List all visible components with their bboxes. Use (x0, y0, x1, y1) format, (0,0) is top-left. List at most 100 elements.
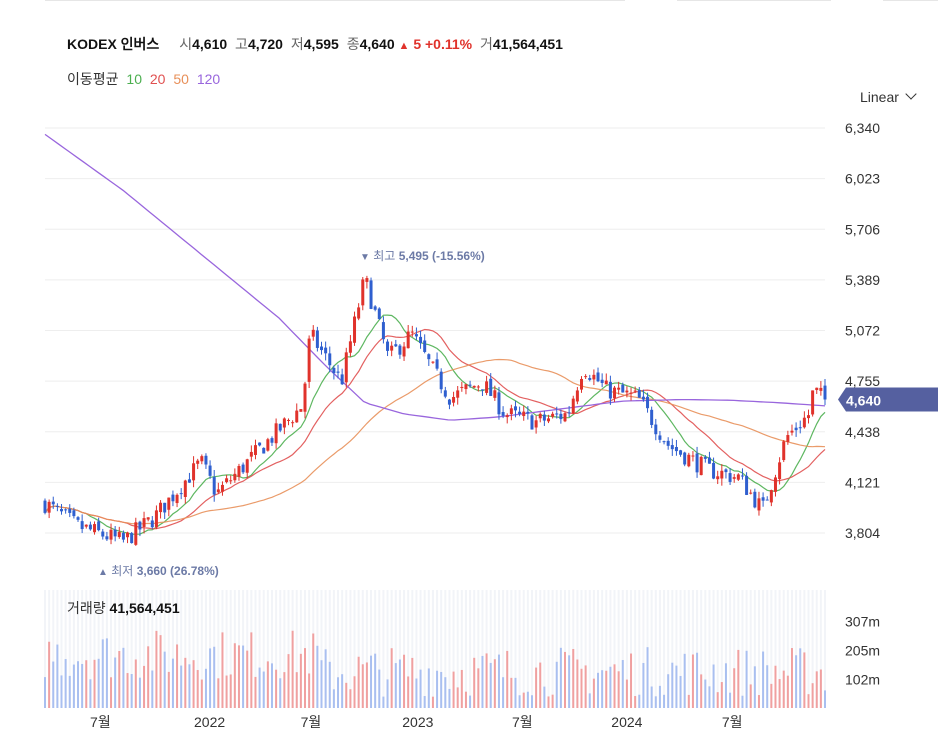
candle-body (716, 476, 720, 480)
candle (328, 346, 332, 373)
candle-body (253, 445, 257, 455)
candle (406, 325, 410, 349)
candle (497, 386, 501, 420)
candle (245, 458, 249, 479)
candle-body (571, 398, 575, 414)
candle-body (621, 384, 625, 393)
price-tick-label: 3,804 (845, 525, 880, 541)
ma-50-label: 50 (173, 71, 189, 87)
candle-body (68, 508, 72, 513)
candle-body (377, 308, 381, 319)
candle (819, 381, 823, 396)
candle (773, 474, 777, 497)
candle-body (815, 387, 819, 391)
scale-mode-dropdown[interactable]: Linear (860, 88, 917, 105)
candle-body (493, 390, 497, 398)
candle (629, 387, 633, 401)
candle (786, 430, 790, 445)
candle (126, 531, 130, 544)
candle (365, 275, 369, 289)
candle-body (410, 331, 414, 333)
candle (575, 387, 579, 405)
moving-average-lines (44, 133, 826, 535)
candle-body (773, 477, 777, 492)
close-value: 4,640 (359, 36, 395, 52)
candle (584, 374, 588, 379)
price-tick-label: 5,706 (845, 221, 880, 237)
candle (154, 505, 158, 530)
candle-body (150, 520, 154, 528)
candle-body (596, 372, 600, 382)
candle (336, 364, 340, 379)
candle (398, 343, 402, 359)
candle-body (423, 340, 427, 352)
candle-body (765, 499, 769, 501)
candle-body (402, 346, 406, 357)
time-axis: 7월 2022 7월 2023 7월 2024 7월 (90, 714, 742, 730)
candle (315, 326, 319, 352)
candle (299, 409, 303, 412)
ma-120-line (44, 133, 826, 421)
candle-body (88, 524, 92, 530)
candle-body (159, 502, 163, 513)
candle-body (749, 492, 753, 494)
candle-body (154, 510, 158, 528)
candle (80, 514, 84, 534)
candle-body (105, 536, 109, 540)
candle-body (291, 422, 295, 424)
candle-body (76, 517, 80, 520)
high-annotation-label: 최고 (373, 249, 395, 263)
candle-body (55, 505, 59, 507)
time-tick-label: 7월 (722, 714, 743, 730)
open-label: 시 (179, 36, 193, 52)
candle (518, 406, 522, 417)
volume-title-label: 거래량 (67, 600, 106, 616)
candle (456, 386, 460, 405)
candle-body (163, 502, 167, 513)
candle (534, 415, 538, 434)
candle-body (394, 344, 398, 347)
svg-text:▲ 최저 3,660 (26.78%: ▲ 최저 3,660 (26.78%) (98, 564, 219, 578)
time-tick-label: 2022 (194, 714, 225, 730)
candle-body (468, 384, 472, 386)
candle (778, 457, 782, 485)
candle (419, 330, 423, 349)
candle-body (245, 459, 249, 473)
candle (563, 411, 567, 423)
candle-body (216, 489, 220, 493)
candle (167, 497, 171, 517)
candle-body (167, 497, 171, 510)
price-gridlines (45, 127, 825, 534)
candle-body (613, 387, 617, 399)
candle-body (497, 392, 501, 415)
candle-body (353, 316, 357, 343)
ma-50-line (44, 358, 826, 525)
candle-body (819, 387, 823, 391)
candle-body (121, 532, 125, 540)
candle (183, 479, 187, 504)
candle (580, 376, 584, 393)
candle-body (146, 517, 150, 520)
volume-value: 41,564,451 (492, 36, 563, 52)
candle-body (740, 475, 744, 477)
candle-body (386, 341, 390, 351)
candle-body (745, 475, 749, 495)
candle-body (130, 533, 134, 544)
candle-body (505, 415, 509, 418)
candle (555, 406, 559, 419)
candle-body (443, 390, 447, 397)
candle-body (101, 531, 105, 537)
candle-body (806, 415, 810, 419)
candle-body (720, 470, 724, 479)
candle-body (344, 352, 348, 383)
candle-body (489, 378, 493, 396)
candle-body (559, 413, 563, 420)
candle (608, 375, 612, 405)
candle (798, 420, 802, 434)
candle-body (336, 371, 340, 373)
candle (546, 414, 550, 424)
candle (604, 373, 608, 385)
candle-body (736, 474, 740, 480)
candle-body (361, 279, 365, 306)
